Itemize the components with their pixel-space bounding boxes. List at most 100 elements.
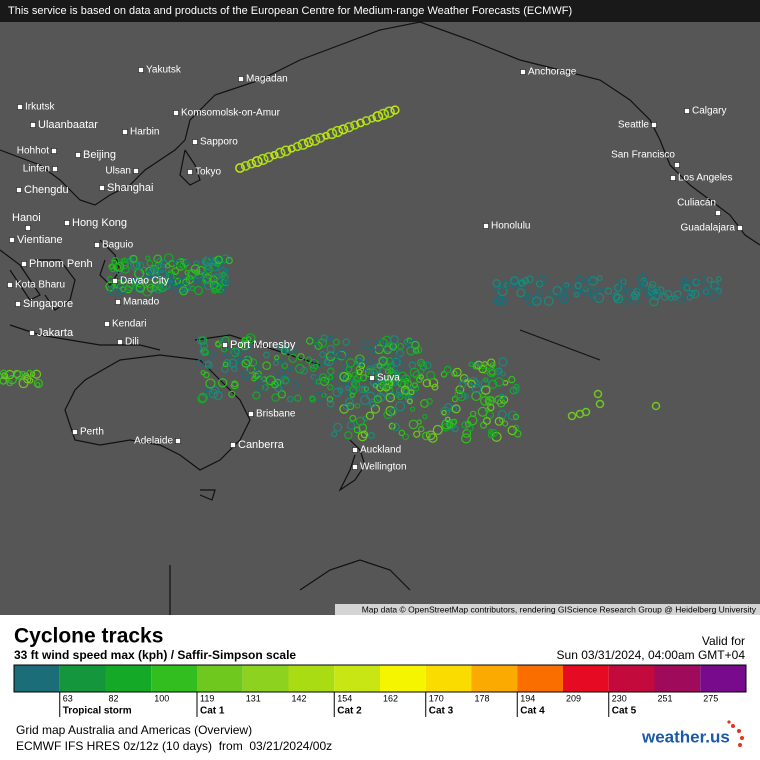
track-point	[213, 390, 223, 401]
track-point	[425, 430, 436, 441]
track-point	[280, 145, 292, 157]
track-point	[291, 347, 297, 353]
track-point	[173, 259, 181, 267]
city-label: Guadalajara	[681, 223, 736, 234]
track-point	[664, 290, 673, 299]
track-point	[203, 261, 210, 267]
attribution: Map data © OpenStreetMap contributors, r…	[362, 604, 757, 614]
track-point	[108, 263, 115, 270]
track-point	[532, 296, 542, 307]
city-dot	[21, 261, 27, 267]
track-point	[314, 391, 325, 402]
track-point	[215, 284, 223, 291]
city-dot	[25, 225, 31, 231]
track-point	[595, 399, 605, 409]
track-point	[203, 269, 213, 279]
city-dot	[187, 169, 193, 175]
city-dot	[72, 429, 78, 435]
track-point	[342, 373, 352, 383]
city-label: Hohhot	[17, 146, 49, 157]
city-label: Dili	[125, 337, 139, 348]
track-point	[632, 293, 639, 299]
track-point	[193, 260, 200, 267]
track-point	[163, 253, 174, 263]
track-point	[135, 283, 146, 293]
scale-label: 209	[566, 693, 581, 703]
track-point	[345, 358, 356, 368]
track-point	[656, 286, 665, 295]
track-point	[146, 259, 154, 267]
track-point	[326, 396, 334, 403]
track-point	[408, 419, 419, 430]
track-point	[422, 413, 428, 420]
track-point	[472, 363, 479, 370]
scale-label: 131	[246, 693, 261, 703]
track-point	[121, 257, 128, 264]
track-point	[706, 276, 713, 283]
track-point	[194, 285, 204, 296]
track-point	[116, 288, 123, 296]
track-point	[308, 134, 321, 146]
track-point	[538, 275, 547, 284]
city-label: Magadan	[246, 74, 288, 85]
track-point	[395, 401, 406, 412]
track-point	[464, 420, 472, 428]
city-dot	[51, 148, 57, 154]
track-point	[230, 381, 239, 390]
track-point	[198, 336, 208, 345]
track-point	[0, 369, 8, 377]
scale-swatch	[425, 665, 472, 692]
track-point	[327, 384, 334, 391]
track-point	[521, 277, 530, 285]
track-point	[375, 339, 386, 349]
track-point	[469, 410, 477, 418]
track-point	[342, 403, 350, 410]
track-point	[353, 426, 361, 434]
city-label: Hanoi	[12, 212, 41, 224]
track-point	[6, 380, 13, 387]
city-label: Honolulu	[491, 221, 530, 232]
track-point	[589, 292, 599, 301]
track-point	[333, 351, 341, 358]
track-point	[274, 147, 286, 159]
city-label: Harbin	[130, 127, 159, 138]
city-dot	[352, 464, 358, 470]
track-point	[422, 378, 432, 388]
track-point	[369, 347, 376, 354]
scale-border	[13, 664, 747, 693]
city-label: Ulaanbaatar	[38, 119, 98, 131]
track-point	[557, 292, 566, 301]
track-point	[241, 370, 250, 379]
city-label: Anchorage	[528, 67, 577, 78]
track-point	[317, 338, 328, 348]
category-label: Cat 4	[520, 706, 545, 717]
track-point	[543, 296, 554, 306]
category-label: Cat 1	[200, 706, 225, 717]
track-point	[208, 388, 219, 399]
track-point	[573, 284, 583, 293]
track-point	[365, 356, 373, 365]
scale-swatch	[608, 665, 655, 692]
track-point	[345, 397, 354, 407]
track-point	[157, 269, 168, 280]
city-dot	[222, 342, 228, 348]
track-point	[282, 346, 290, 354]
track-point	[361, 340, 371, 350]
track-point	[392, 354, 400, 362]
track-point	[507, 410, 518, 421]
track-point	[159, 268, 166, 275]
city-label: Davao City	[120, 276, 169, 287]
track-point	[210, 385, 220, 395]
track-point	[588, 276, 598, 286]
track-point	[135, 261, 145, 270]
track-point	[483, 377, 489, 383]
city-label: Yakutsk	[146, 65, 182, 76]
track-point	[214, 340, 223, 348]
track-point	[402, 433, 410, 441]
track-point	[292, 382, 299, 389]
track-point	[332, 338, 340, 346]
track-point	[108, 288, 115, 295]
track-point	[262, 361, 272, 370]
notice-bar	[0, 0, 760, 22]
track-point	[231, 365, 238, 372]
